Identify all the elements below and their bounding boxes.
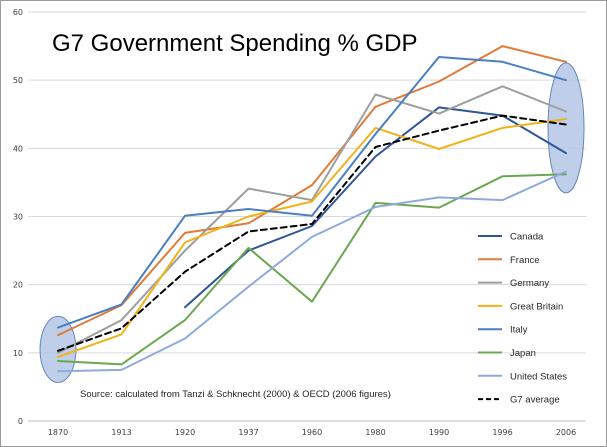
legend-label-japan: Japan <box>510 348 536 359</box>
highlight-ellipses <box>39 62 585 383</box>
series-lines <box>57 45 567 373</box>
y-tick-label: 60 <box>13 8 23 17</box>
y-tick-label: 10 <box>13 349 23 358</box>
chart-title: G7 Government Spending % GDP <box>52 30 418 57</box>
legend-label-france: France <box>510 255 540 266</box>
series-line-italy <box>57 56 567 329</box>
legend-label-italy: Italy <box>510 325 528 336</box>
legend-label-canada: Canada <box>510 232 544 243</box>
x-tick-label: 1913 <box>111 428 131 437</box>
y-tick-label: 40 <box>13 144 23 153</box>
x-tick-label: 1996 <box>492 428 512 437</box>
legend-label-great-britain: Great Britain <box>510 301 563 312</box>
x-tick-label: 1870 <box>48 428 68 437</box>
y-tick-label: 50 <box>13 76 23 85</box>
y-tick-label: 30 <box>13 213 23 222</box>
x-tick-label: 1980 <box>365 428 385 437</box>
y-tick-label: 0 <box>18 417 23 426</box>
legend-label-g7-average: G7 average <box>510 395 560 406</box>
x-tick-label: 1990 <box>429 428 449 437</box>
legend-label-united-states: United States <box>510 371 567 382</box>
series-line-united-states <box>57 170 567 373</box>
y-axis-ticks: 0 10 20 30 40 50 60 <box>13 8 23 426</box>
legend: Canada France Germany Great Britain Italy Jap… <box>478 232 567 406</box>
highlight-ellipse-end <box>547 62 585 194</box>
series-line-france <box>57 45 567 337</box>
x-tick-label: 1920 <box>175 428 195 437</box>
series-line-japan <box>57 173 567 366</box>
x-tick-label: 1937 <box>238 428 258 437</box>
legend-label-germany: Germany <box>510 278 549 289</box>
x-tick-label: 1960 <box>302 428 322 437</box>
series-line-great-britain <box>57 118 567 358</box>
source-annotation: Source: calculated from Tanzi & Schknech… <box>80 389 391 400</box>
x-tick-label: 2006 <box>556 428 576 437</box>
highlight-ellipse-start <box>39 315 77 383</box>
series-line-g7-average <box>57 114 567 352</box>
x-axis-ticks: 1870 1913 1920 1937 1960 1980 1990 1996 2006 <box>48 428 576 437</box>
y-tick-label: 20 <box>13 281 23 290</box>
